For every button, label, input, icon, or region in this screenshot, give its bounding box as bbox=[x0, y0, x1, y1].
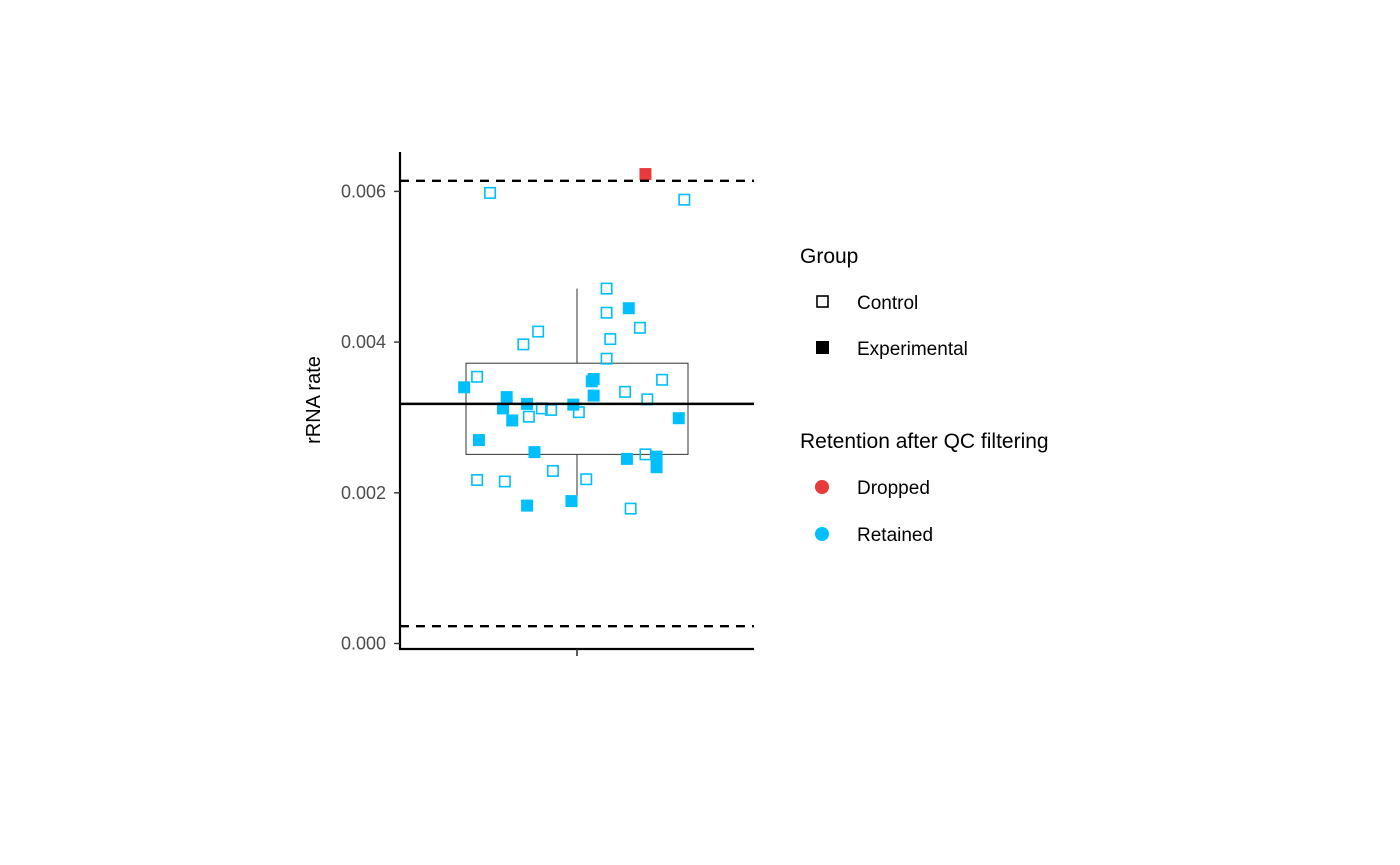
data-point-experimental bbox=[650, 450, 663, 463]
y-tick-label: 0.000 bbox=[341, 634, 386, 654]
legend-control-key bbox=[816, 295, 829, 308]
legend-retention-label: Retained bbox=[857, 525, 933, 546]
data-point-experimental bbox=[620, 452, 633, 465]
data-point-control bbox=[678, 193, 691, 206]
data-point-experimental bbox=[672, 412, 685, 425]
data-point-experimental bbox=[650, 461, 663, 474]
data-point-control bbox=[522, 410, 535, 423]
data-point-control bbox=[624, 502, 637, 515]
data-point-control bbox=[600, 352, 613, 365]
data-point-experimental bbox=[497, 402, 509, 415]
y-tick-label: 0.002 bbox=[341, 483, 386, 503]
data-point-control bbox=[471, 370, 484, 383]
data-point-control bbox=[471, 473, 484, 486]
plot-area bbox=[400, 168, 754, 628]
legend-retained-key bbox=[815, 527, 829, 541]
y-axis-title: rRNA rate bbox=[303, 356, 325, 444]
data-point-experimental bbox=[500, 391, 513, 404]
data-point-control bbox=[580, 473, 593, 486]
legend: Group Control Experimental Retention afte… bbox=[800, 245, 1049, 546]
data-point-control bbox=[604, 333, 617, 346]
data-point-experimental bbox=[585, 375, 598, 388]
legend-dropped-key bbox=[815, 480, 829, 494]
y-tick-label: 0.006 bbox=[341, 181, 386, 201]
legend-retention-title: Retention after QC filtering bbox=[800, 430, 1049, 453]
data-point-experimental bbox=[587, 389, 600, 402]
data-point-experimental bbox=[639, 168, 652, 181]
axes: 0.000 0.002 0.004 0.006 bbox=[341, 152, 754, 656]
legend-group-label: Experimental bbox=[857, 339, 968, 360]
data-point-experimental bbox=[565, 495, 578, 508]
data-point-experimental bbox=[472, 434, 485, 447]
data-point-control bbox=[619, 385, 632, 398]
data-point-control bbox=[600, 306, 613, 319]
data-point-control bbox=[517, 338, 530, 351]
data-point-control bbox=[600, 282, 613, 295]
y-tick-label: 0.004 bbox=[341, 332, 386, 352]
legend-group-title: Group bbox=[800, 245, 858, 268]
legend-experimental-key bbox=[816, 341, 829, 354]
data-point-experimental bbox=[528, 446, 541, 459]
data-point-experimental bbox=[458, 381, 471, 394]
box-iqr bbox=[465, 362, 689, 455]
data-point-experimental bbox=[506, 414, 519, 427]
data-point-control bbox=[572, 406, 585, 419]
data-point-control bbox=[532, 325, 545, 338]
data-point-control bbox=[484, 186, 497, 199]
data-point-control bbox=[633, 321, 646, 334]
data-point-experimental bbox=[521, 499, 534, 512]
data-point-control bbox=[498, 475, 511, 488]
data-point-experimental bbox=[622, 302, 635, 315]
legend-retention-label: Dropped bbox=[857, 478, 930, 499]
data-point-control bbox=[546, 464, 559, 477]
data-point-control bbox=[656, 373, 669, 386]
legend-group-label: Control bbox=[857, 293, 918, 314]
